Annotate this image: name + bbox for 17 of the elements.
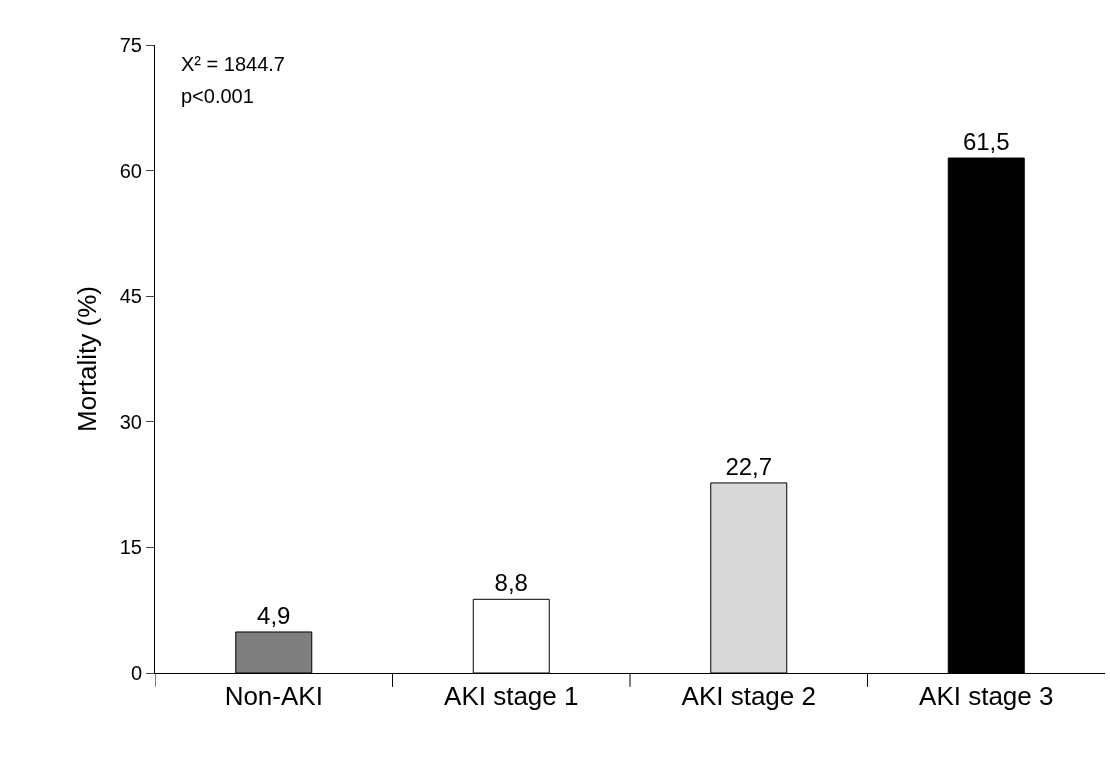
- y-tick-label: 0: [130, 662, 142, 684]
- data-label: 22,7: [725, 452, 773, 480]
- y-tick-label: 15: [119, 536, 142, 559]
- data-label: 8,8: [494, 569, 528, 597]
- y-tick-label: 60: [119, 159, 142, 182]
- x-tick-label: Non-AKI: [224, 681, 323, 712]
- y-axis-title: Mortality (%): [72, 286, 103, 432]
- data-label: 61,5: [962, 128, 1010, 156]
- y-tick-label: 75: [119, 34, 142, 56]
- annotation: X² = 1844.7: [181, 53, 285, 75]
- x-tick-label: AKI stage 2: [681, 681, 816, 712]
- annotation: p<0.001: [181, 85, 254, 107]
- data-label: 4,9: [257, 601, 291, 629]
- y-tick-label: 45: [119, 285, 142, 308]
- y-tick-label: 30: [119, 410, 142, 433]
- x-tick-label: AKI stage 3: [919, 681, 1054, 712]
- x-tick-label: AKI stage 1: [444, 681, 579, 712]
